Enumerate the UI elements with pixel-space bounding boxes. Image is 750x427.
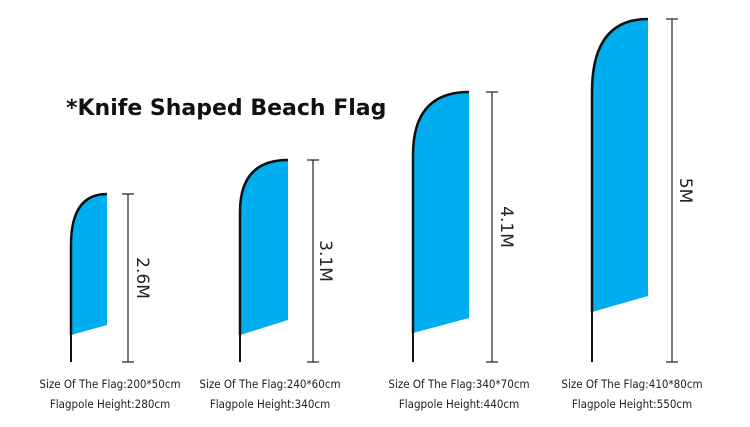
flag-edge — [411, 90, 470, 333]
flag-edge — [69, 192, 108, 335]
flag-size-caption: Size Of The Flag:340*70cm — [388, 377, 529, 391]
flag-1: 2.6M Size Of The Flag:200*50cm Flagpole He… — [39, 192, 181, 411]
pole-height-caption: Flagpole Height:280cm — [50, 397, 170, 411]
height-label: 3.1M — [315, 240, 335, 282]
flag-banner — [413, 92, 469, 333]
flag-size-caption: Size Of The Flag:200*50cm — [39, 377, 180, 391]
flag-3: 4.1M Size Of The Flag:340*70cm Flagpole He… — [388, 90, 530, 411]
height-label: 4.1M — [496, 206, 516, 248]
height-label: 2.6M — [132, 257, 152, 299]
pole-height-caption: Flagpole Height:440cm — [399, 397, 519, 411]
diagram-title: *Knife Shaped Beach Flag — [66, 96, 386, 121]
flag-banner — [71, 194, 107, 335]
flag-size-caption: Size Of The Flag:240*60cm — [199, 377, 340, 391]
pole-height-caption: Flagpole Height:550cm — [572, 397, 692, 411]
flag-banner — [240, 160, 288, 335]
pole-height-caption: Flagpole Height:340cm — [210, 397, 330, 411]
flag-4: 5M Size Of The Flag:410*80cm Flagpole Heig… — [561, 17, 703, 411]
flag-2: 3.1M Size Of The Flag:240*60cm Flagpole He… — [199, 158, 341, 411]
flag-size-caption: Size Of The Flag:410*80cm — [561, 377, 702, 391]
flag-edge — [238, 158, 289, 335]
flag-banner — [592, 19, 648, 312]
flag-edge — [590, 17, 649, 312]
height-label: 5M — [675, 178, 695, 203]
